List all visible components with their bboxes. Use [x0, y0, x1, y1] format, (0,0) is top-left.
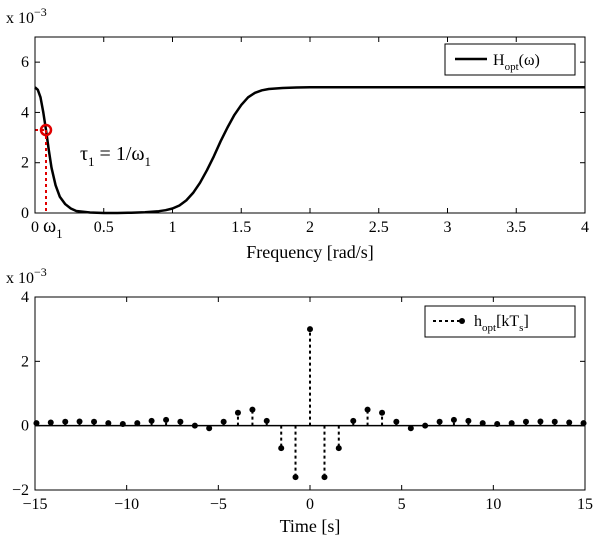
- time-chart: x 10−3 −15 −10 −5 0 5 10 15 −2 0 2 4 hopt[kTs] Tim…: [6, 265, 593, 536]
- frequency-xtick-label: 3: [444, 219, 452, 236]
- tau-annotation: τ1 = 1/ω1: [80, 143, 151, 169]
- stem-point: [307, 326, 313, 333]
- stem-point: [566, 419, 573, 426]
- stem-point: [206, 425, 213, 432]
- time-legend-box: [424, 305, 576, 338]
- stem-point: [422, 422, 429, 429]
- frequency-xtick-label: 3.5: [506, 219, 526, 236]
- stem-point: [350, 417, 357, 424]
- stem-point: [234, 409, 241, 416]
- stem-point: [220, 418, 227, 425]
- stem-point: [263, 417, 270, 424]
- time-xtick-label: 15: [577, 496, 593, 513]
- stem-point: [321, 474, 328, 481]
- stem-point: [407, 425, 414, 432]
- bottom-exponent-label: x 10−3: [6, 265, 47, 287]
- stem-point: [364, 406, 371, 413]
- stem-point: [551, 418, 558, 425]
- time-ytick-label: 4: [21, 289, 29, 306]
- frequency-xtick-label: 2: [306, 219, 314, 236]
- stem-point: [292, 474, 299, 481]
- time-xtick-label: −15: [22, 496, 47, 513]
- stem-point: [119, 421, 126, 428]
- frequency-ytick-label: 6: [21, 54, 29, 71]
- time-xlabel: Time [s]: [280, 516, 341, 536]
- time-xtick-label: 5: [398, 496, 406, 513]
- stem-point: [465, 417, 472, 424]
- frequency-xtick-label: 0.5: [94, 219, 114, 236]
- stem-point: [508, 420, 515, 427]
- time-xtick-label: 0: [306, 496, 314, 513]
- frequency-xtick-label: 4: [581, 219, 589, 236]
- stem-point: [494, 421, 501, 428]
- stem-point: [393, 418, 400, 425]
- stem-point: [76, 418, 83, 425]
- stem-point: [47, 419, 54, 426]
- stem-point: [177, 418, 184, 425]
- time-ytick-label: 0: [21, 418, 29, 435]
- frequency-ytick-label: 4: [21, 104, 29, 121]
- stem-point: [163, 416, 170, 423]
- stem-point: [134, 420, 141, 427]
- top-exponent-label: x 10−3: [6, 5, 47, 27]
- stem-point: [379, 409, 386, 416]
- stem-point: [335, 445, 342, 452]
- time-ytick-label: −2: [12, 482, 29, 499]
- time-legend-marker: [459, 318, 465, 324]
- frequency-ytick-label: 0: [21, 205, 29, 222]
- stem-point: [537, 418, 544, 425]
- frequency-xtick-label: 2.5: [369, 219, 389, 236]
- stem-point: [62, 418, 69, 425]
- frequency-axis-ticks: 0 0.5 1 1.5 2 2.5 3 3.5 4 0 2 4 6: [21, 37, 589, 236]
- frequency-chart: x 10−3 0 0.5 1 1.5 2 2.5 3 3.5 4 0 2 4 6 Hopt(ω) τ1 …: [6, 5, 589, 262]
- time-xtick-label: −5: [210, 496, 227, 513]
- hopt-line: [34, 86, 585, 215]
- stem-point: [91, 418, 98, 425]
- stem-point: [105, 420, 112, 427]
- frequency-xtick-label: 0: [31, 219, 39, 236]
- stem-point: [450, 416, 457, 423]
- omega-marker: [39, 123, 53, 137]
- stem-point: [479, 420, 486, 427]
- frequency-xlabel: Frequency [rad/s]: [246, 242, 373, 262]
- time-legend-label: hopt[kTs]: [474, 313, 529, 334]
- time-axis-ticks: −15 −10 −5 0 5 10 15 −2 0 2 4: [12, 289, 593, 513]
- stem-point: [278, 445, 285, 452]
- frequency-legend-label: Hopt(ω): [493, 52, 540, 73]
- stem-point: [249, 406, 256, 413]
- frequency-xtick-label: 1.5: [231, 219, 251, 236]
- frequency-legend: Hopt(ω): [444, 43, 576, 76]
- time-legend: hopt[kTs]: [424, 305, 576, 338]
- time-ytick-label: 2: [21, 353, 29, 370]
- stem-point: [191, 422, 198, 429]
- stem-point: [522, 418, 529, 425]
- frequency-xtick-label: 1: [169, 219, 177, 236]
- omega-annotation: ω1: [43, 215, 63, 241]
- time-xtick-label: 10: [485, 496, 501, 513]
- frequency-chart-marks: [34, 86, 585, 215]
- frequency-ytick-label: 2: [21, 155, 29, 172]
- time-xtick-label: −10: [114, 496, 139, 513]
- stem-point: [148, 417, 155, 424]
- stem-point: [436, 418, 443, 425]
- time-chart-marks: [33, 326, 587, 481]
